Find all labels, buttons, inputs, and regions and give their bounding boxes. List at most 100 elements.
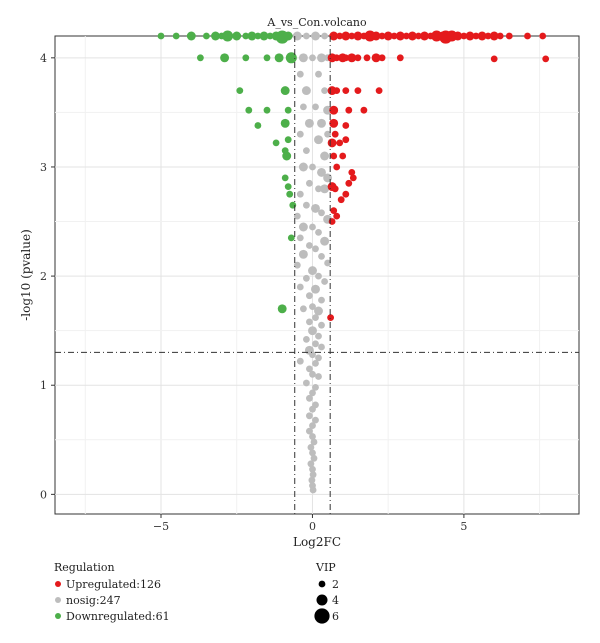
data-point [309,471,317,479]
data-point [354,54,362,62]
data-point [242,32,250,40]
data-point [245,106,253,114]
data-point [318,296,325,304]
data-point [496,32,504,40]
data-point [296,234,304,242]
data-point [304,118,314,128]
data-point [371,31,381,41]
data-point [354,87,362,94]
vip-legend-swatch [318,580,326,588]
data-point [303,274,310,282]
data-point [242,54,250,62]
data-point [311,203,320,213]
y-tick-label: 3 [40,161,47,174]
data-point [315,354,322,362]
y-tick-label: 1 [40,379,47,392]
data-point [331,185,339,193]
vip-legend-swatch [316,594,328,606]
data-point [371,53,381,63]
data-point [315,70,322,78]
legend-swatch [55,597,61,603]
data-point [309,370,316,378]
data-point [396,54,404,62]
data-point [254,32,262,40]
legend-label: nosig:247 [66,594,121,607]
data-point [349,174,357,182]
data-point [197,54,204,62]
data-point [505,32,513,40]
data-point [477,31,487,41]
data-point [342,136,350,144]
data-point [285,52,297,64]
data-point [318,209,325,217]
data-point [453,31,463,41]
data-point [339,152,347,160]
data-point [292,31,302,41]
legend-swatch [55,613,61,619]
data-point [309,465,316,473]
regulation-legend: Regulation Upregulated:126 nosig:247 Downr… [54,561,170,623]
data-point [345,106,353,114]
data-point [259,31,269,41]
data-point [308,326,317,336]
data-point [315,272,322,280]
data-point [309,389,316,397]
x-tick-label: 0 [309,520,316,533]
data-point [306,427,313,435]
y-tick-label: 0 [40,488,47,501]
data-point [312,103,319,111]
data-point [296,130,304,138]
data-point [287,234,295,242]
data-point [309,351,316,359]
data-point [303,201,310,209]
data-point [309,422,316,429]
data-point [320,184,330,194]
data-point [363,54,371,62]
data-point [415,32,422,40]
x-tick-label: 5 [460,520,467,533]
data-point [375,87,383,94]
data-point [303,379,310,387]
data-point [309,54,316,62]
data-point [186,31,196,41]
data-point [307,460,315,468]
data-points [157,30,550,494]
data-point [490,55,498,63]
data-point [539,32,547,40]
data-point [323,105,333,115]
data-point [296,283,304,291]
data-point [390,32,398,40]
data-point [266,32,274,40]
data-point [327,138,337,148]
data-point [298,162,308,172]
data-point [330,152,338,160]
data-point [321,32,328,40]
data-point [336,139,344,147]
data-point [315,229,322,236]
data-point [306,365,313,373]
data-point [318,343,325,351]
data-point [317,53,326,63]
data-point [347,53,357,63]
data-point [283,31,293,41]
data-point [333,212,341,220]
data-point [360,106,368,114]
data-point [310,454,318,462]
data-point [309,163,316,171]
data-point [330,207,338,215]
data-point [232,31,242,41]
vip-legend-label: 6 [332,610,339,623]
data-point [489,31,499,41]
data-point [309,405,316,413]
data-point [306,242,313,249]
data-point [420,31,429,41]
data-point [342,190,350,198]
data-point [378,54,386,62]
data-point [317,118,326,128]
data-point [395,31,405,41]
vip-legend: VIP 2 4 6 [314,561,339,624]
data-point [318,321,325,329]
data-point [403,32,410,40]
data-point [312,245,319,253]
data-point [312,340,319,348]
